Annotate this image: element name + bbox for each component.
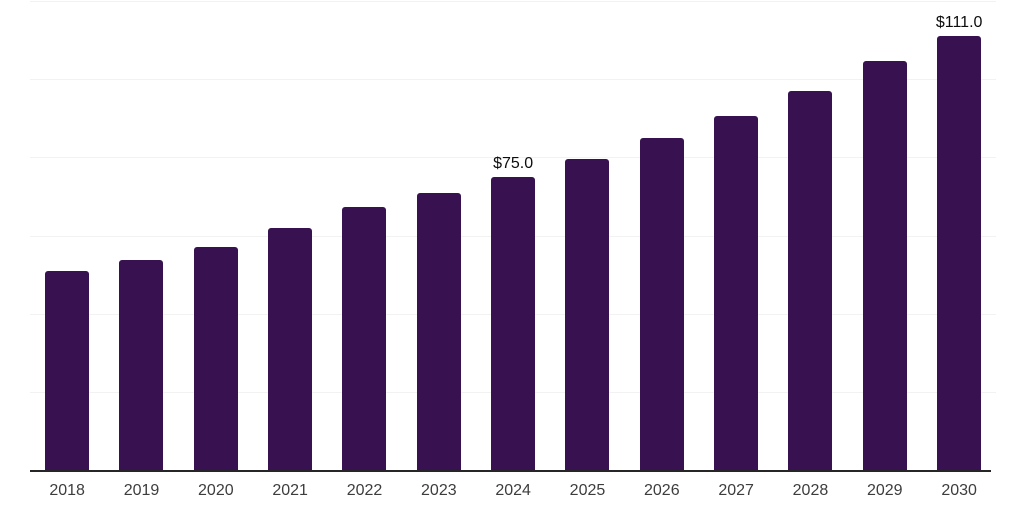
bar-2024 <box>491 176 536 470</box>
gridline-100 <box>30 79 996 81</box>
x-tick-label-2019: 2019 <box>123 482 160 499</box>
gridline-120 <box>30 1 996 2</box>
bar-2020 <box>193 246 238 470</box>
bar-2023 <box>416 192 461 470</box>
bar-2026 <box>639 138 684 470</box>
x-tick-label-2020: 2020 <box>198 482 234 499</box>
x-tick-label-2021: 2021 <box>272 482 308 499</box>
bar-2030 <box>937 36 982 470</box>
x-tick-label-2023: 2023 <box>421 482 457 499</box>
x-tick-label-2022: 2022 <box>346 482 383 499</box>
bar-2018 <box>45 270 90 470</box>
x-tick-label-2024: 2024 <box>495 482 531 499</box>
x-tick-label-2027: 2027 <box>718 482 754 499</box>
bar-2021 <box>268 227 313 470</box>
bar-2027 <box>714 115 759 470</box>
bar-2025 <box>565 158 610 470</box>
gridline-80 <box>30 157 996 159</box>
bar-2022 <box>342 207 387 470</box>
x-tick-label-2030: 2030 <box>941 482 977 499</box>
x-tick-label-2029: 2029 <box>866 482 903 499</box>
x-axis-line <box>30 470 991 472</box>
x-tick-label-2025: 2025 <box>569 482 606 499</box>
bar-value-label-2030: $111.0 <box>935 14 983 32</box>
x-tick-label-2026: 2026 <box>644 482 680 499</box>
bar-value-label-2024: $75.0 <box>493 154 534 172</box>
x-tick-label-2028: 2028 <box>792 482 829 499</box>
bar-2029 <box>862 60 907 470</box>
bar-2028 <box>788 91 833 470</box>
x-tick-label-2018: 2018 <box>49 482 85 499</box>
bar-2019 <box>119 259 164 470</box>
